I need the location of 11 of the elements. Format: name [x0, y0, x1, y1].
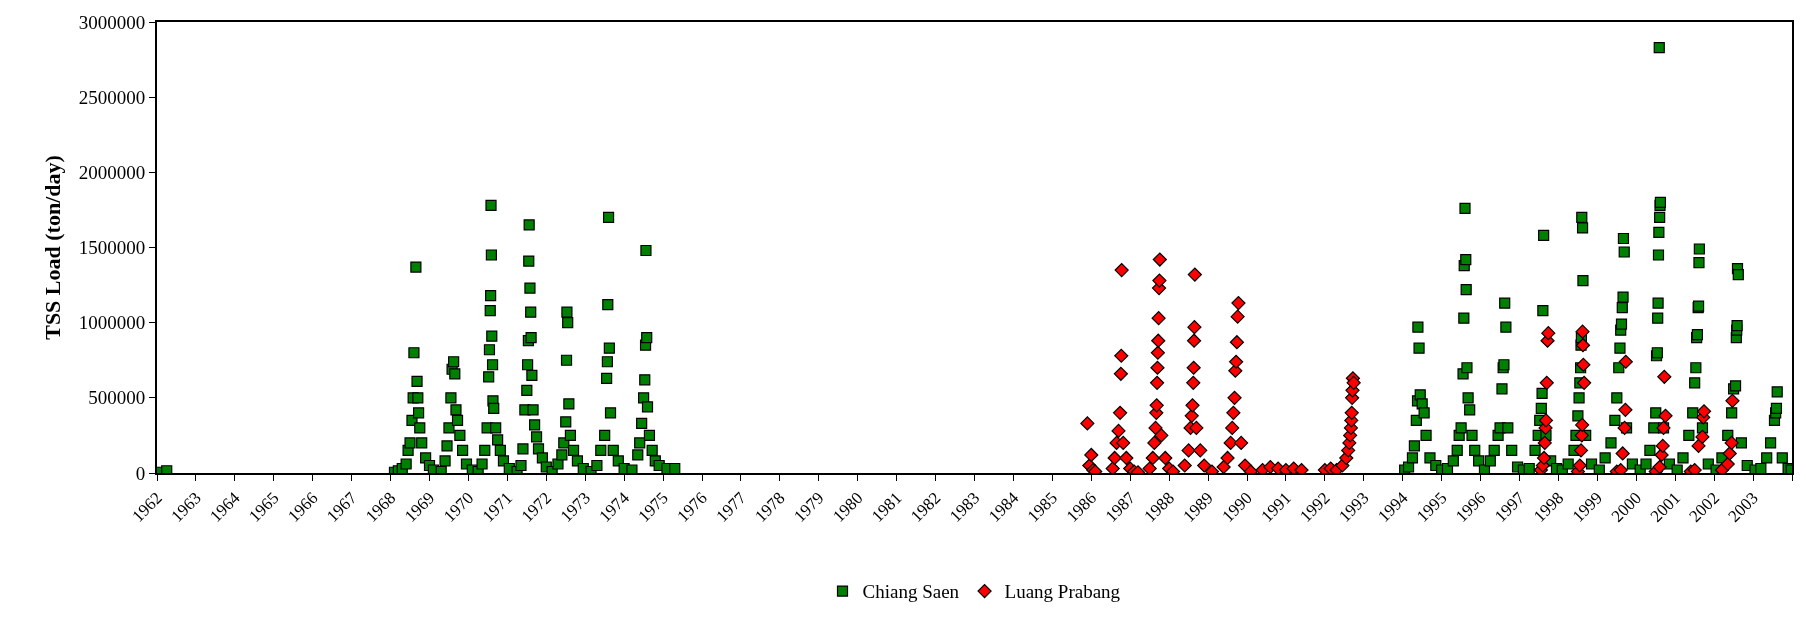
y-axis-title: TSS Load (ton/day): [40, 155, 65, 340]
y-tick-label: 2500000: [78, 86, 146, 108]
legend-label: Luang Prabang: [1004, 581, 1121, 603]
y-tick-label: 1500000: [78, 237, 146, 259]
x-tick-label: 1971: [478, 488, 517, 526]
y-tick-label: 500000: [88, 387, 146, 409]
y-tick-label: 1000000: [78, 312, 146, 334]
y-tick-label: 3000000: [78, 11, 146, 33]
y-tick-label: 2000000: [78, 161, 146, 183]
legend-label: Chiang Saen: [862, 581, 960, 603]
y-tick-label: 0: [135, 462, 146, 484]
